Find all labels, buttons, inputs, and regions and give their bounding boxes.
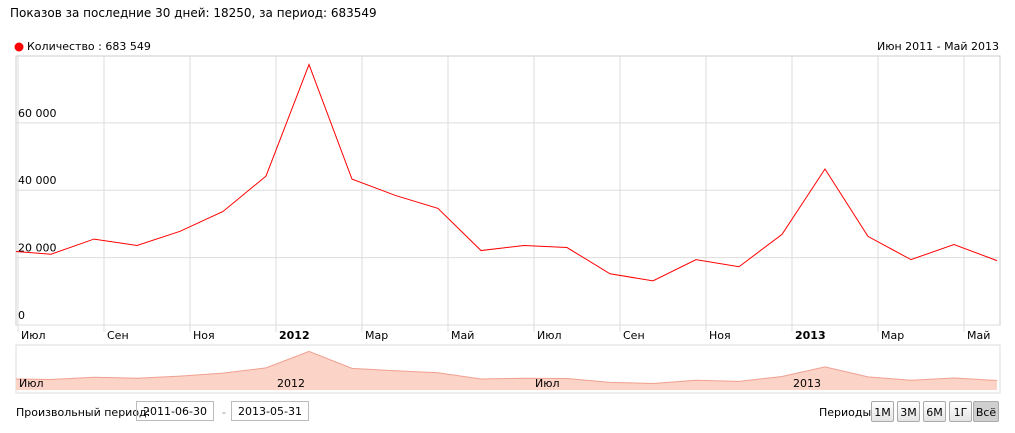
navigator-label: 2012	[277, 377, 305, 390]
x-tick-label: Сен	[623, 329, 645, 342]
y-tick-label: 20 000	[18, 242, 57, 255]
legend-marker	[14, 42, 24, 52]
legend-label: Количество : 683 549	[27, 40, 151, 53]
x-tick-label: Мар	[365, 329, 388, 342]
separator: -	[222, 406, 226, 419]
custom-period-label: Произвольный период:	[16, 406, 151, 419]
date-from[interactable]: 2011-06-30	[136, 401, 214, 421]
x-tick-label: Июл	[21, 329, 46, 342]
x-tick-label: Ноя	[709, 329, 731, 342]
y-tick-label: 0	[18, 309, 25, 322]
period-button[interactable]: 1Г	[949, 401, 972, 422]
period-button[interactable]: Всё	[973, 401, 999, 422]
x-tick-label: 2012	[279, 329, 310, 342]
y-tick-label: 40 000	[18, 174, 57, 187]
x-tick-label: Май	[451, 329, 474, 342]
navigator-frame	[15, 344, 1001, 394]
x-tick-label: Июл	[537, 329, 562, 342]
header: Показов за последние 30 дней: 18250, за …	[10, 6, 377, 20]
navigator-label: 2013	[793, 377, 821, 390]
periods-label: Периоды:	[819, 406, 875, 419]
navigator-label: Июл	[535, 377, 560, 390]
navigator-area	[16, 351, 997, 390]
x-tick-label: Сен	[107, 329, 129, 342]
chart: Количество : 683 549 Июн 2011 - Май 2013…	[14, 40, 1001, 394]
date-to[interactable]: 2013-05-31	[231, 401, 309, 421]
x-tick-label: Май	[967, 329, 990, 342]
x-tick-label: Ноя	[193, 329, 215, 342]
y-tick-label: 60 000	[18, 107, 57, 120]
period-button[interactable]: 3М	[897, 401, 920, 422]
controls: Произвольный период: 2011-06-30 - 2013-0…	[16, 401, 1000, 423]
range-label: Июн 2011 - Май 2013	[877, 40, 999, 53]
x-tick-label: 2013	[795, 329, 826, 342]
navigator-line	[15, 350, 998, 384]
x-tick-label: Мар	[881, 329, 904, 342]
line	[16, 63, 998, 282]
navigator-label: Июл	[19, 377, 44, 390]
period-button[interactable]: 6М	[923, 401, 946, 422]
period-button[interactable]: 1М	[871, 401, 894, 422]
